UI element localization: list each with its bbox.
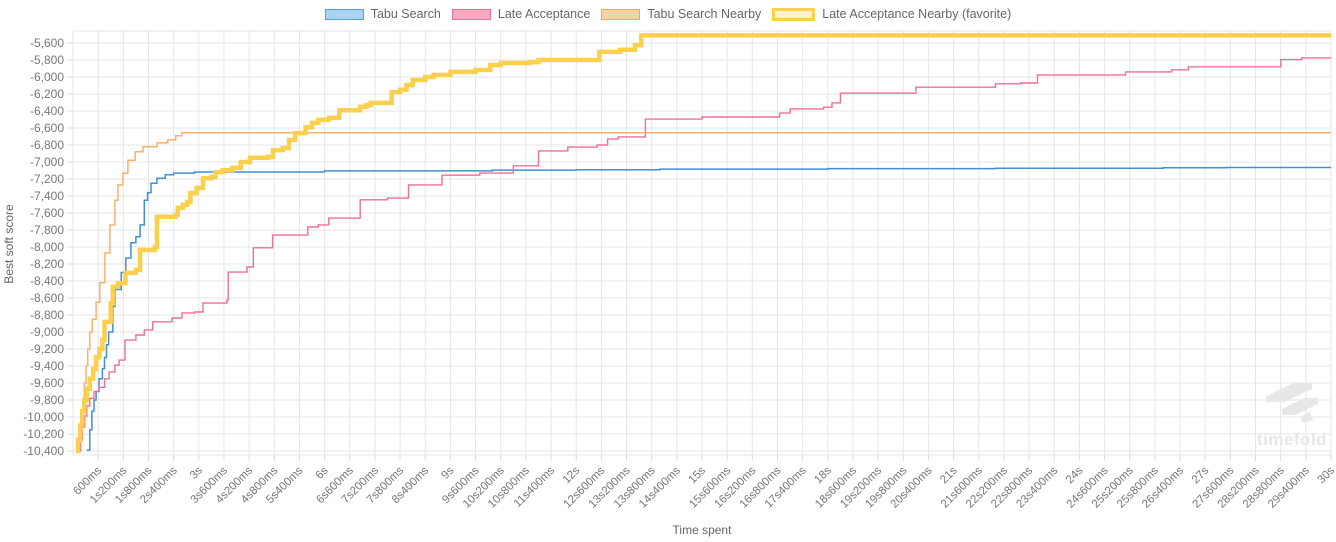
y-tick-label: -6,000 [30, 70, 64, 84]
x-tick-label: 18s [812, 464, 834, 486]
y-tick-label: -9,600 [30, 376, 64, 390]
series-line-tabu-search [86, 166, 1331, 451]
x-tick-label: 9s [439, 464, 456, 481]
y-tick-label: -8,400 [30, 274, 64, 288]
x-tick-label: 27s [1190, 464, 1212, 486]
series-line-late-acceptance-nearby-favorite [75, 33, 1331, 454]
y-tick-label: -8,600 [30, 291, 64, 305]
y-tick-label: -5,600 [30, 36, 64, 50]
x-tick-label: 21s [938, 464, 960, 486]
y-tick-label: -10,400 [23, 444, 64, 458]
series-line-tabu-search-nearby [77, 131, 1331, 452]
y-tick-label: -7,000 [30, 155, 64, 169]
x-axis-title: Time spent [672, 523, 732, 537]
y-tick-label: -5,800 [30, 53, 64, 67]
legend-swatch-late-acceptance-nearby [772, 7, 816, 21]
x-tick-label: 15s [687, 464, 709, 486]
legend-item-late-acceptance-nearby[interactable]: Late Acceptance Nearby (favorite) [772, 7, 1011, 21]
legend-swatch-tabu-search-nearby [601, 8, 641, 20]
y-tick-label: -6,600 [30, 121, 64, 135]
y-tick-label: -6,200 [30, 87, 64, 101]
y-tick-label: -7,800 [30, 223, 64, 237]
x-tick-label: 3s [188, 464, 205, 481]
legend-label: Tabu Search [370, 7, 441, 21]
y-tick-label: -10,000 [23, 410, 64, 424]
y-tick-label: -6,400 [30, 104, 64, 118]
y-tick-label: -8,200 [30, 257, 64, 271]
x-tick-label: 6s [314, 464, 331, 481]
y-tick-label: -7,400 [30, 189, 64, 203]
y-tick-label: -9,400 [30, 359, 64, 373]
y-tick-label: -8,800 [30, 308, 64, 322]
legend-label: Late Acceptance [497, 7, 591, 21]
y-tick-label: -10,200 [23, 427, 64, 441]
chart-legend: Tabu Search Late Acceptance Tabu Search … [0, 7, 1336, 21]
y-tick-label: -8,000 [30, 240, 64, 254]
x-tick-label: 30s [1316, 464, 1336, 486]
y-tick-label: -7,200 [30, 172, 64, 186]
legend-item-tabu-search[interactable]: Tabu Search [324, 7, 441, 21]
x-tick-label: 12s [561, 464, 583, 486]
legend-swatch-tabu-search [324, 8, 364, 20]
series-line-late-acceptance [78, 57, 1331, 452]
legend-item-late-acceptance[interactable]: Late Acceptance [451, 7, 591, 21]
y-tick-label: -9,200 [30, 342, 64, 356]
legend-label: Tabu Search Nearby [647, 7, 762, 21]
legend-label: Late Acceptance Nearby (favorite) [822, 7, 1012, 21]
y-tick-label: -9,800 [30, 393, 64, 407]
legend-item-tabu-search-nearby[interactable]: Tabu Search Nearby [601, 7, 761, 21]
y-axis-title: Best soft score [2, 204, 16, 284]
y-tick-label: -6,800 [30, 138, 64, 152]
y-tick-label: -7,600 [30, 206, 64, 220]
y-tick-label: -9,000 [30, 325, 64, 339]
x-tick-label: 24s [1064, 464, 1086, 486]
legend-swatch-late-acceptance [451, 8, 491, 20]
